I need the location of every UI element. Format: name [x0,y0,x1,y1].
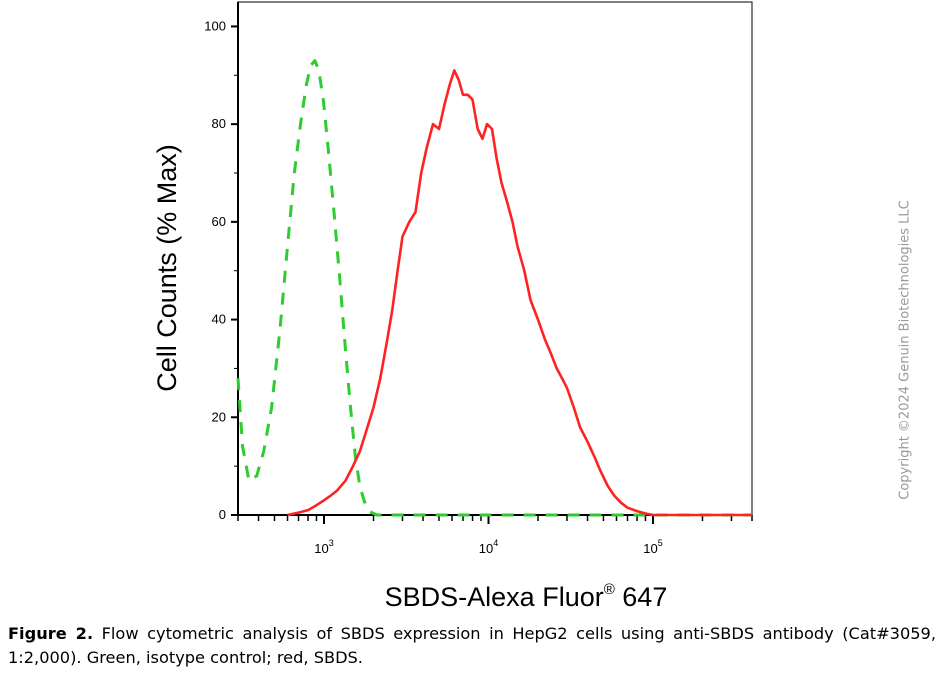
copyright-watermark: Copyright ©2024 Genuin Biotechnologies L… [897,200,913,500]
figure-caption: Figure 2. Flow cytometric analysis of SB… [8,622,936,670]
flow-cytometry-chart: 0 20 40 60 80 100 103 104 105 Cell Counts (% Ma… [152,1,753,612]
x-tick-label: 104 [479,538,498,556]
y-tick-label: 60 [212,214,226,229]
series-layer [236,59,752,517]
series-line-red-sbds [287,69,752,517]
x-tick-label: 105 [643,538,662,556]
x-tick-label: 103 [314,538,333,556]
y-axis-label: Cell Counts (% Max) [152,144,182,392]
y-tick-label: 40 [212,312,226,327]
y-tick-label: 0 [219,507,226,522]
y-tick-label: 80 [212,116,226,131]
x-axis-label-suffix: 647 [615,582,668,612]
plot-border [237,1,753,516]
x-axis: 103 104 105 [237,515,753,556]
x-axis-label: SBDS-Alexa Fluor® 647 [385,581,668,612]
y-tick-label: 100 [204,18,226,33]
y-tick-label: 20 [212,409,226,424]
x-axis-label-registered: ® [604,581,615,598]
figure-caption-text: Flow cytometric analysis of SBDS express… [8,624,936,667]
figure-label: Figure 2. [8,624,94,643]
series-line-green-isotype [236,59,752,517]
y-axis: 0 20 40 60 80 100 [204,18,238,522]
x-axis-label-main: SBDS-Alexa Fluor [385,582,604,612]
plot-frame [237,1,753,516]
